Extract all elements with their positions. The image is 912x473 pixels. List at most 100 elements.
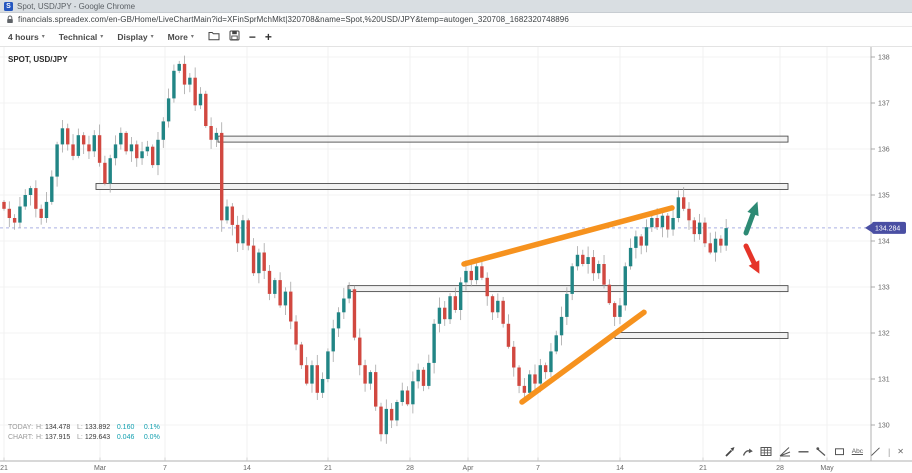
price-tick-label: 138 [878,55,890,62]
candle [230,206,235,225]
candle [549,351,553,373]
horizontal-line-tool[interactable] [798,446,809,457]
price-zone[interactable] [217,135,789,143]
more-menu[interactable]: More ▾ [167,31,194,42]
save-button[interactable] [229,28,240,46]
zoom-in-button[interactable]: + [264,29,272,44]
curved-arrow-tool[interactable] [742,446,753,457]
candle [660,215,665,228]
candle [421,369,426,386]
trendline[interactable] [461,205,675,267]
candle [113,144,118,159]
candle [150,146,155,166]
candle [474,266,479,281]
candle [34,188,38,209]
price-zone[interactable] [95,183,789,190]
candle [501,300,505,324]
zoom-out-button[interactable]: − [249,31,256,43]
chevron-down-icon: ▾ [41,34,45,40]
candle [543,365,548,373]
candle [251,245,256,274]
candle [220,132,224,221]
trend-angle-tool[interactable] [779,446,791,457]
candle [533,374,537,384]
lock-icon [6,11,14,29]
candle [267,270,272,294]
candle [320,379,325,393]
chart-toolbar: 4 hours ▾ Technical ▾ Display ▾ More ▾ − + [0,27,912,46]
candle [204,93,208,126]
candle [591,257,596,274]
candle [697,222,702,235]
time-tick-label: 7 [163,465,167,472]
candle [336,312,341,329]
candle [570,266,574,294]
candle [559,316,564,336]
address-bar[interactable]: financials.spreadex.com/en-GB/Home/LiveC… [0,13,912,27]
candle [7,208,12,218]
candle [458,282,463,310]
candle [687,208,691,221]
price-tick-label: 132 [878,331,890,338]
candle [135,144,139,159]
candle [581,254,585,264]
chart-canvas[interactable]: 138 137 136 135 134 133 132 131 130 21 Mar 7 14 21 28 A… [0,46,912,473]
candle [315,365,319,393]
time-tick-label: Mar [94,465,107,472]
candle [655,218,659,228]
candle [283,291,288,306]
text-tool[interactable]: Abc [851,448,863,455]
price-zone[interactable] [347,285,789,293]
candle [597,264,601,274]
timeframe-menu[interactable]: 4 hours ▾ [8,31,45,42]
candle [612,303,617,317]
url-text[interactable]: financials.spreadex.com/en-GB/Home/LiveC… [18,15,569,24]
open-folder-button[interactable] [208,28,220,46]
rectangle-tool[interactable] [834,446,845,457]
today-stats-row: TODAY: H: 134.478 L: 133.892 0.160 0.1% [8,424,160,431]
candle [331,328,335,352]
close-toolbar-button[interactable]: ✕ [897,447,904,456]
pointer-tool[interactable] [724,446,735,457]
candle [166,98,171,122]
candle [443,307,447,320]
candlestick-chart[interactable]: 138 137 136 135 134 133 132 131 130 21 Mar 7 14 21 28 A… [0,47,912,473]
candle [97,135,102,163]
price-tick-label: 130 [878,423,890,430]
up-arrow[interactable] [743,211,756,236]
time-tick-label: 28 [776,465,784,472]
candle [395,402,399,421]
candle [703,222,707,244]
candle [342,298,346,313]
candle [304,365,309,384]
candle [480,266,484,278]
candle [363,365,367,384]
candle [2,201,6,209]
trendline-tool[interactable] [816,446,827,457]
candle [177,63,181,71]
display-menu[interactable]: Display ▾ [117,31,154,42]
candle [485,277,489,297]
candle [411,381,415,405]
candle [448,296,452,320]
time-tick-label: 21 [699,465,707,472]
down-arrow[interactable] [743,243,757,266]
time-tick-label: 21 [324,465,332,472]
plus-icon: + [264,29,272,44]
trendline[interactable] [519,309,647,405]
candle [538,365,543,384]
window-title: Spot, USD/JPY - Google Chrome [17,1,136,11]
technical-menu[interactable]: Technical ▾ [58,31,104,42]
site-favicon-icon: S [4,1,13,11]
price-tick-label: 131 [878,377,890,384]
grid-tool[interactable] [760,446,772,457]
price-zone[interactable] [614,332,789,339]
candle [496,300,500,313]
candle [241,220,245,244]
candle [257,252,261,274]
candle [416,369,420,382]
candle [692,220,696,235]
diagonal-line-tool[interactable] [870,446,881,457]
candle [453,296,458,310]
candle [464,270,468,283]
